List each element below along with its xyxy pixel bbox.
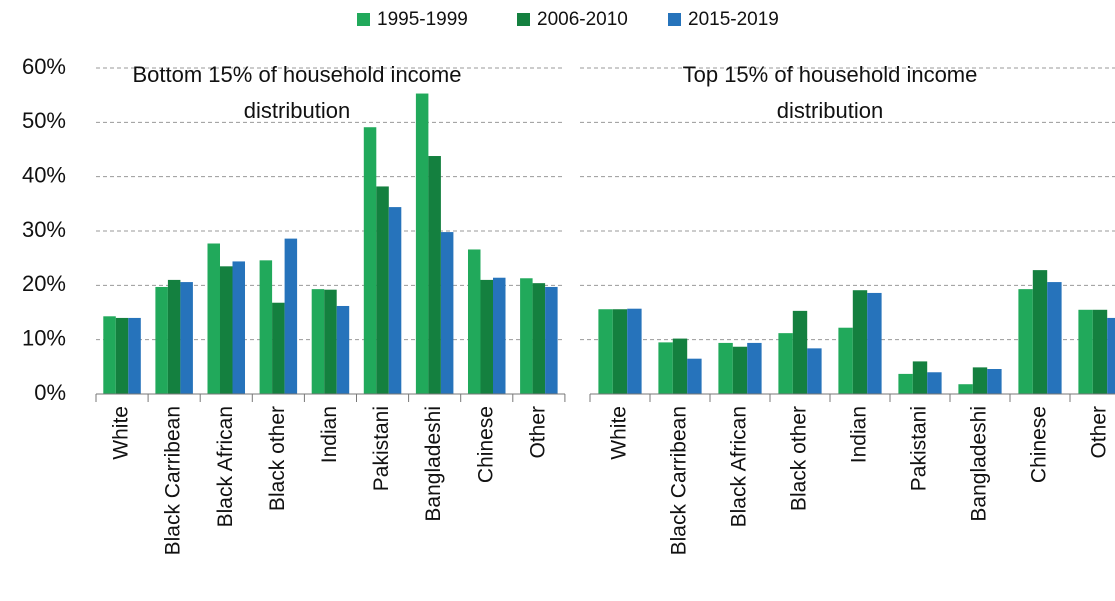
bar bbox=[259, 260, 273, 394]
bar bbox=[747, 342, 762, 394]
bar bbox=[838, 327, 853, 394]
bar bbox=[972, 367, 988, 394]
y-tick-label: 0% bbox=[34, 380, 66, 405]
bar bbox=[440, 232, 454, 394]
bar bbox=[867, 292, 882, 394]
x-tick-label: Black other bbox=[266, 406, 289, 511]
bar bbox=[415, 93, 429, 394]
bar bbox=[180, 282, 193, 394]
bar bbox=[1107, 317, 1115, 394]
bar bbox=[1092, 309, 1108, 394]
bar bbox=[627, 308, 642, 394]
bar bbox=[480, 279, 494, 394]
bar bbox=[128, 317, 141, 394]
x-tick-label: Bangladeshi bbox=[968, 406, 991, 522]
x-tick-label: Black other bbox=[788, 406, 811, 511]
bar bbox=[363, 127, 377, 395]
x-tick-label: Black Carribean bbox=[668, 406, 691, 555]
bar bbox=[658, 342, 673, 394]
bar bbox=[1032, 270, 1048, 394]
bar bbox=[792, 310, 808, 394]
bar bbox=[1047, 282, 1062, 394]
bar bbox=[912, 361, 928, 394]
bar bbox=[778, 333, 793, 394]
legend-label: 2006-2010 bbox=[537, 9, 628, 30]
x-tick-label: White bbox=[608, 406, 631, 460]
panel-title: distribution bbox=[244, 98, 350, 123]
bar bbox=[732, 346, 748, 394]
x-tick-label: Other bbox=[526, 406, 549, 459]
bar bbox=[232, 261, 246, 394]
bar bbox=[467, 249, 481, 394]
bar bbox=[376, 186, 389, 394]
bar bbox=[520, 278, 533, 394]
bar bbox=[687, 358, 702, 394]
y-tick-label: 60% bbox=[22, 54, 66, 79]
panel-title: Bottom 15% of household income bbox=[133, 62, 462, 87]
legend-label: 2015-2019 bbox=[688, 9, 779, 30]
bar bbox=[428, 156, 441, 394]
y-tick-label: 20% bbox=[22, 271, 66, 296]
bar bbox=[545, 286, 558, 394]
bar bbox=[852, 290, 868, 394]
x-tick-label: Bangladeshi bbox=[422, 406, 445, 522]
x-tick-label: Chinese bbox=[1028, 406, 1051, 483]
bar bbox=[1018, 289, 1033, 394]
legend-swatch bbox=[668, 13, 681, 26]
y-tick-label: 30% bbox=[22, 217, 66, 242]
legend-swatch bbox=[517, 13, 530, 26]
panel-title: Top 15% of household income bbox=[683, 62, 978, 87]
legend-label: 1995-1999 bbox=[377, 9, 468, 30]
bar bbox=[207, 243, 220, 394]
bar bbox=[272, 302, 285, 394]
bar bbox=[115, 317, 129, 394]
x-tick-label: Pakistani bbox=[370, 406, 393, 491]
x-tick-label: Black African bbox=[214, 406, 237, 527]
x-tick-label: Black African bbox=[728, 406, 751, 527]
bar bbox=[612, 309, 628, 394]
panel-title: distribution bbox=[777, 98, 883, 123]
bar bbox=[167, 279, 181, 394]
bar bbox=[103, 316, 116, 394]
bar bbox=[324, 289, 337, 394]
bar bbox=[311, 289, 325, 394]
bar bbox=[927, 372, 942, 394]
x-tick-label: Chinese bbox=[474, 406, 497, 483]
bar bbox=[672, 338, 688, 394]
bar bbox=[598, 309, 613, 394]
bar bbox=[532, 283, 546, 394]
y-tick-label: 40% bbox=[22, 162, 66, 187]
bar bbox=[898, 373, 913, 394]
bar bbox=[958, 384, 973, 394]
bar bbox=[219, 266, 233, 394]
bar bbox=[155, 286, 168, 394]
x-tick-label: White bbox=[110, 406, 133, 460]
x-tick-label: Indian bbox=[848, 406, 871, 463]
y-tick-label: 50% bbox=[22, 108, 66, 133]
x-tick-label: Indian bbox=[318, 406, 341, 463]
x-tick-label: Pakistani bbox=[908, 406, 931, 491]
bar bbox=[1078, 309, 1093, 394]
bar bbox=[718, 342, 733, 394]
bar bbox=[987, 369, 1002, 394]
bar bbox=[336, 305, 350, 394]
legend-swatch bbox=[357, 13, 370, 26]
bar bbox=[493, 277, 506, 394]
y-tick-label: 10% bbox=[22, 325, 66, 350]
bar bbox=[807, 348, 822, 394]
bar bbox=[388, 207, 402, 394]
x-tick-label: Black Carribean bbox=[162, 406, 185, 555]
bar bbox=[284, 238, 298, 394]
x-tick-label: Other bbox=[1088, 406, 1111, 459]
